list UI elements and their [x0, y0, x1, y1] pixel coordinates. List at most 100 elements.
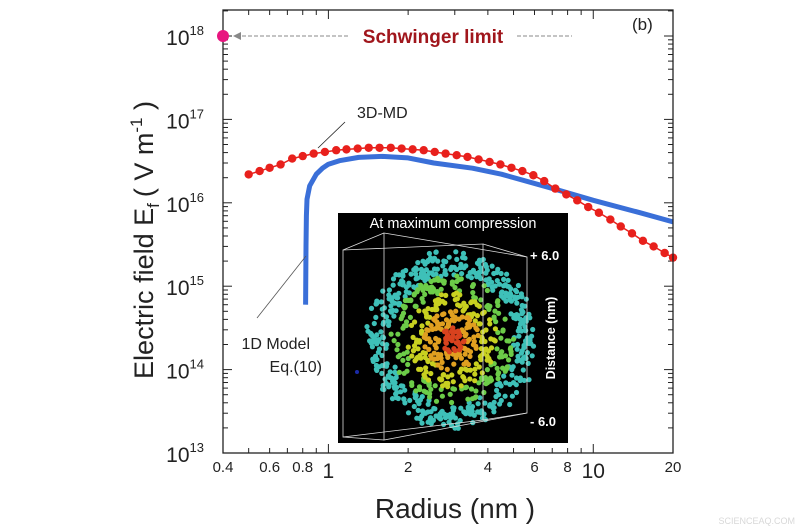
inset-particle: [384, 342, 390, 348]
inset-particle: [445, 347, 451, 353]
inset-particle: [411, 403, 417, 410]
x-tick-label: 8: [563, 459, 571, 476]
inset-particle: [490, 287, 496, 293]
inset-particle: [400, 357, 406, 363]
inset-particle: [401, 396, 407, 402]
data-point-3d-md: [594, 208, 604, 217]
inset-particle: [510, 336, 517, 342]
inset-particle: [443, 271, 449, 277]
inset-particle: [389, 396, 396, 402]
data-point-3d-md: [606, 215, 615, 224]
inset-particle: [468, 300, 474, 306]
x-tick-label: 1: [323, 460, 335, 483]
inset-particle: [502, 393, 508, 399]
inset-particle: [458, 405, 464, 411]
data-point-3d-md: [452, 151, 461, 160]
inset-particle: [471, 294, 477, 300]
md-leader-line: [317, 121, 346, 149]
inset-particle: [428, 370, 434, 377]
inset-particle: [364, 324, 370, 330]
inset-particle: [428, 415, 434, 421]
inset-particle: [446, 254, 452, 260]
inset-particle: [498, 293, 504, 299]
inset-particle: [397, 352, 403, 358]
inset-particle: [515, 282, 522, 289]
inset-particle: [395, 395, 401, 402]
inset-particle: [469, 283, 476, 289]
inset-particle: [411, 348, 417, 354]
inset-particle: [491, 315, 497, 321]
inset-particle: [445, 380, 451, 386]
inset-particle: [413, 271, 419, 277]
inset-particle: [392, 380, 398, 386]
inset-particle: [451, 292, 457, 298]
inset-particle: [479, 370, 485, 376]
inset-particle: [479, 339, 485, 345]
inset-particle: [440, 263, 446, 269]
inset-particle: [497, 354, 503, 360]
inset-particle: [494, 387, 500, 393]
inset-particle: [412, 319, 418, 325]
inset-particle: [425, 377, 432, 383]
inset-particle: [495, 329, 501, 336]
inset-particle: [456, 316, 462, 322]
inset-particle: [473, 388, 479, 394]
inset-particle: [521, 342, 527, 349]
inset-particle: [428, 278, 434, 285]
data-point-3d-md: [474, 155, 483, 164]
inset-particle: [508, 311, 514, 317]
inset-particle: [396, 369, 402, 375]
data-point-3d-md: [551, 184, 560, 193]
inset-particle: [483, 270, 489, 276]
inset-particle: [443, 259, 449, 265]
inset-particle: [388, 331, 394, 337]
data-point-3d-md: [255, 166, 264, 176]
inset-particle: [379, 352, 385, 359]
inset-particle: [519, 294, 525, 300]
inset-particle: [481, 389, 487, 396]
y-axis-label-units-close: ): [129, 101, 159, 118]
inset-particle: [386, 287, 392, 293]
inset-particle: [465, 404, 471, 410]
inset-particle: [420, 408, 426, 414]
inset-particle: [386, 382, 392, 388]
inset-particle: [422, 277, 428, 284]
inset-particle: [498, 397, 504, 404]
inset-particle: [498, 270, 504, 277]
inset-particle: [418, 366, 424, 372]
inset-particle: [369, 344, 375, 350]
inset-particle: [408, 322, 415, 328]
inset-particle: [475, 409, 481, 415]
inset-particle: [419, 420, 425, 426]
inset-particle: [439, 393, 445, 399]
data-point-3d-md: [353, 144, 362, 153]
inset-particle: [454, 266, 460, 273]
inset-particle: [436, 337, 442, 343]
inset-particle: [422, 261, 428, 267]
inset-particle: [454, 278, 460, 285]
inset-particle: [411, 292, 417, 298]
data-point-3d-md: [342, 145, 351, 154]
data-point-3d-md: [496, 160, 505, 169]
inset-particle: [423, 365, 429, 371]
inset-particle: [503, 380, 509, 386]
inset-particle: [498, 350, 504, 356]
inset-particle: [371, 320, 377, 327]
inset-particle: [487, 375, 494, 381]
inset-particle: [414, 266, 420, 272]
inset-particle: [474, 274, 480, 280]
inset-particle: [407, 397, 413, 403]
y-tick-label: 1014: [166, 357, 204, 384]
inset-particle: [435, 362, 441, 368]
inset-particle: [420, 299, 426, 305]
inset-particle: [408, 297, 414, 304]
inset-particle: [475, 332, 481, 339]
inset-particle: [516, 333, 522, 339]
inset-particle: [404, 349, 410, 355]
inset-particle: [419, 330, 425, 336]
panel-label: (b): [632, 15, 653, 34]
inset-particle: [442, 300, 448, 306]
inset-particle: [403, 319, 410, 325]
inset-particle: [402, 304, 408, 310]
inset-particle: [419, 323, 425, 329]
